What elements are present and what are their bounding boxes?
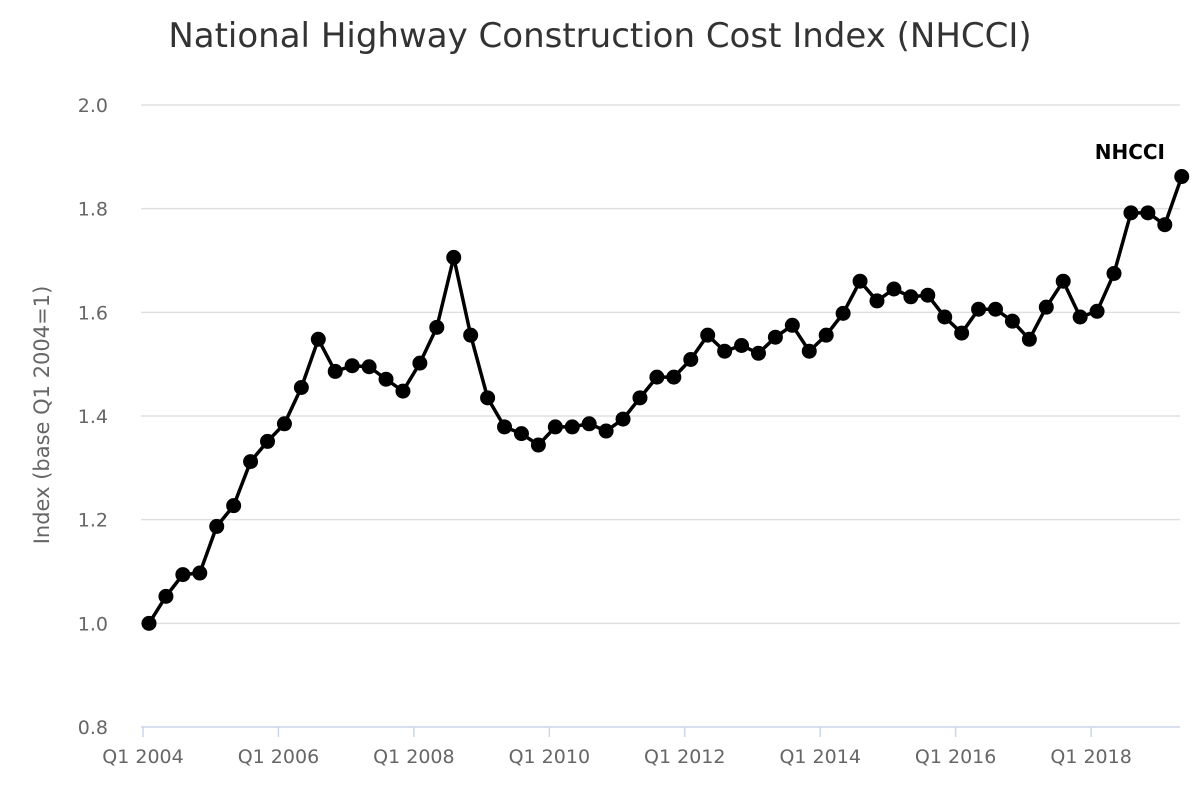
y-tick-label: 1.8 [78, 199, 108, 221]
data-point [852, 273, 868, 289]
data-point [920, 287, 936, 303]
y-tick-label: 1.2 [78, 510, 108, 532]
data-point [1157, 217, 1173, 233]
data-point [497, 419, 513, 435]
data-point [717, 343, 733, 359]
x-tick-label: Q1 2006 [238, 746, 319, 768]
data-point [361, 359, 377, 375]
data-point [158, 588, 174, 604]
data-point [327, 363, 343, 379]
data-point [378, 371, 394, 387]
data-point [801, 343, 817, 359]
data-point [954, 325, 970, 341]
data-point [649, 369, 665, 385]
data-point [412, 355, 428, 371]
chart-title: National Highway Construction Cost Index… [168, 16, 1031, 56]
data-point [1106, 265, 1122, 281]
series-label-nhcci: NHCCI [1095, 140, 1165, 164]
data-point [293, 379, 309, 395]
data-point [547, 419, 563, 435]
data-point [243, 454, 259, 470]
data-point [209, 518, 225, 534]
data-point [1055, 273, 1071, 289]
data-point [1123, 205, 1139, 221]
data-point [276, 416, 292, 432]
data-point [734, 338, 750, 354]
data-point [581, 416, 597, 432]
data-point [141, 615, 157, 631]
y-tick-label: 0.8 [78, 717, 108, 739]
x-tick-label: Q1 2014 [779, 746, 860, 768]
data-point [632, 390, 648, 406]
data-point [869, 293, 885, 309]
y-tick-label: 1.4 [78, 406, 108, 428]
x-tick-label: Q1 2004 [102, 746, 183, 768]
data-point [818, 327, 834, 343]
series-nhcci [141, 169, 1190, 631]
data-point [903, 289, 919, 305]
x-axis-ticks: Q1 2004 Q1 2006 Q1 2008 Q1 2010 Q1 2012 Q1 20… [102, 727, 1132, 768]
data-point [429, 319, 445, 335]
data-point [700, 327, 716, 343]
series-line [147, 175, 1184, 625]
data-point [344, 358, 360, 374]
gridlines [141, 104, 1180, 625]
data-point [480, 390, 496, 406]
x-tick-label: Q1 2008 [373, 746, 454, 768]
y-tick-label: 1.0 [78, 613, 108, 635]
data-point [564, 419, 580, 435]
data-point [1140, 205, 1156, 221]
y-axis-ticks: 0.8 1.0 1.2 1.4 1.6 1.8 2.0 [78, 95, 108, 739]
data-point [463, 327, 479, 343]
data-point [1038, 299, 1054, 315]
data-point [784, 317, 800, 333]
data-point [971, 301, 987, 317]
data-point [192, 565, 208, 581]
data-point [513, 426, 529, 442]
data-point [530, 437, 546, 453]
y-tick-label: 2.0 [78, 95, 108, 117]
data-point [666, 369, 682, 385]
data-point [683, 352, 699, 368]
data-point [1089, 303, 1105, 319]
x-tick-label: Q1 2018 [1050, 746, 1131, 768]
data-point [310, 331, 326, 347]
data-point [226, 498, 242, 514]
y-axis-label: Index (base Q1 2004=1) [30, 286, 54, 545]
data-point [767, 329, 783, 345]
data-point [1021, 331, 1037, 347]
data-point [1174, 169, 1190, 185]
x-tick-label: Q1 2010 [509, 746, 590, 768]
data-point [886, 281, 902, 297]
x-tick-label: Q1 2016 [915, 746, 996, 768]
data-point [395, 383, 411, 399]
data-point [1004, 313, 1020, 329]
data-point [446, 249, 462, 265]
x-tick-label: Q1 2012 [644, 746, 725, 768]
data-point [1072, 309, 1088, 325]
data-point [175, 567, 191, 583]
data-point [937, 309, 953, 325]
data-point [750, 345, 766, 361]
data-point [835, 305, 851, 321]
data-point [260, 433, 276, 449]
data-point [598, 423, 614, 439]
data-point [615, 411, 631, 427]
y-tick-label: 1.6 [78, 302, 108, 324]
data-point [988, 301, 1003, 317]
